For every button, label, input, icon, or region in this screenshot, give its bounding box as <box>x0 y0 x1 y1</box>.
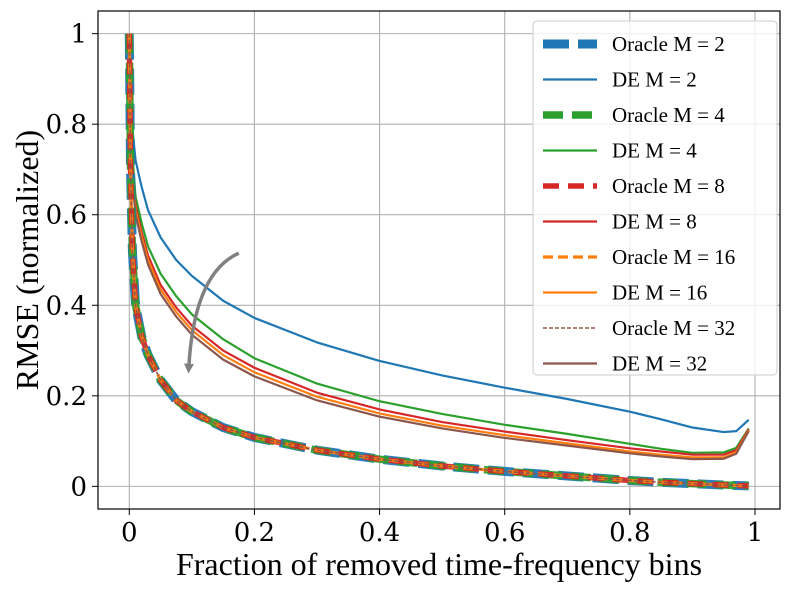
legend-label: DE M = 2 <box>612 68 697 92</box>
legend-label: DE M = 4 <box>612 139 697 163</box>
y-axis-title: RMSE (normalized) <box>9 130 45 390</box>
y-tick-label: 1 <box>70 20 87 50</box>
series-lines <box>124 33 750 491</box>
legend-label: Oracle M = 4 <box>612 103 725 127</box>
annotation <box>183 251 240 374</box>
legend: Oracle M = 2 DE M = 2 Oracle M = 4 DE M = 4… <box>532 20 778 376</box>
x-tick-label: 0.2 <box>234 518 275 548</box>
series-line-oracle-m-32 <box>128 33 749 487</box>
legend-label: Oracle M = 8 <box>612 174 725 198</box>
y-tick-label: 0 <box>70 472 87 502</box>
x-tick-label: 0.6 <box>484 518 525 548</box>
legend-label: DE M = 32 <box>612 352 707 376</box>
series-line-de-m-32 <box>128 33 750 461</box>
x-tick-label: 0.4 <box>359 518 400 548</box>
legend-label: Oracle M = 16 <box>612 245 735 269</box>
y-tick-label: 0.6 <box>46 201 87 231</box>
y-tick-label: 0.2 <box>46 382 87 412</box>
legend-label: DE M = 16 <box>612 281 707 305</box>
y-tick-label: 0.8 <box>46 110 87 140</box>
x-tick-label: 1 <box>747 518 764 548</box>
legend-label: Oracle M = 2 <box>612 32 725 56</box>
legend-label: DE M = 8 <box>612 210 697 234</box>
series-line-de-m-2 <box>128 33 750 434</box>
axis-ticks: 0 0.2 0.4 0.6 0.8 1 0 0.2 0.4 0.6 0.8 1 <box>46 20 764 548</box>
x-tick-label: 0.8 <box>609 518 650 548</box>
series-line-de-m-4 <box>128 33 750 454</box>
legend-frame <box>532 20 778 376</box>
legend-label: Oracle M = 32 <box>612 316 735 340</box>
x-tick-label: 0 <box>121 518 138 548</box>
plot-frame <box>97 10 781 510</box>
trend-arrow <box>183 251 240 374</box>
x-axis-title: Fraction of removed time-frequency bins <box>176 546 702 582</box>
y-tick-label: 0.4 <box>46 291 87 321</box>
